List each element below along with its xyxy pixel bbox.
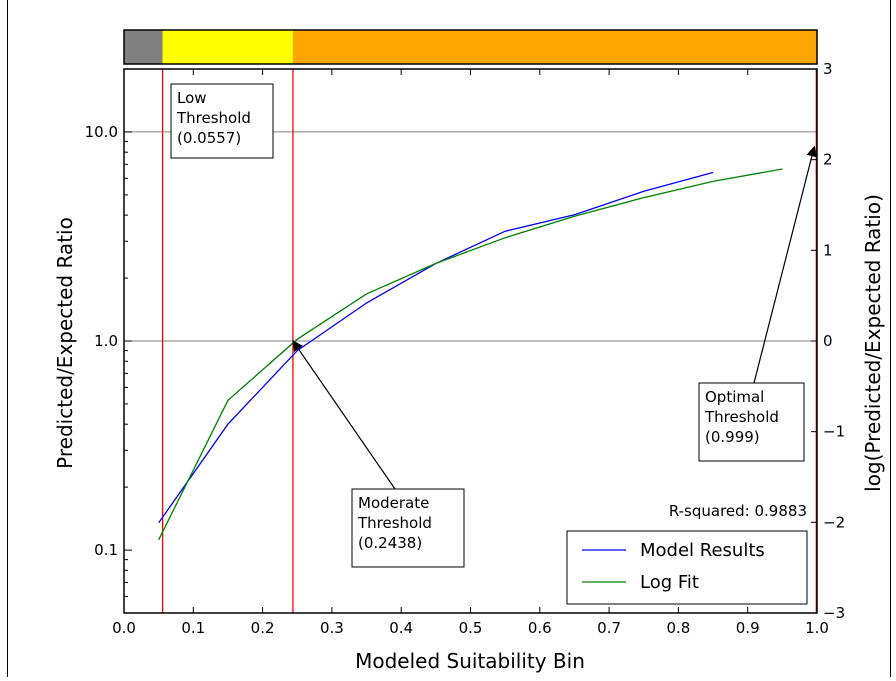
annotation-text-moderate: Moderate bbox=[358, 494, 429, 512]
x-tick-label: 0.0 bbox=[112, 619, 136, 637]
x-tick-label: 0.7 bbox=[597, 619, 621, 637]
legend-label-log-fit: Log Fit bbox=[640, 572, 699, 593]
color-bar-segment-0 bbox=[124, 30, 163, 64]
annotation-arrow-moderate bbox=[292, 340, 396, 490]
r-squared-label: R-squared: 0.9883 bbox=[669, 502, 807, 520]
color-bar-border bbox=[123, 29, 818, 65]
legend-box bbox=[566, 530, 808, 605]
annotation-box-low bbox=[170, 83, 274, 159]
annotation-box-moderate bbox=[351, 488, 465, 568]
annotation-text-low: Low bbox=[177, 89, 207, 107]
series-line-model-results bbox=[158, 171, 714, 524]
y-axis-ticks: 0.1 1.0 10.0 bbox=[85, 68, 132, 614]
legend-label-model-results: Model Results bbox=[640, 540, 765, 561]
x-tick-label: 0.9 bbox=[736, 619, 760, 637]
y2-tick-label: −3 bbox=[823, 604, 845, 622]
legend: Model Results Log Fit bbox=[566, 530, 808, 605]
threshold-annotations: Low Threshold (0.0557) Moderate Threshold (0.… bbox=[170, 83, 818, 568]
series-lines bbox=[158, 168, 783, 541]
annotation-text-moderate: (0.2438) bbox=[358, 534, 422, 552]
annotation-text-low: Threshold bbox=[176, 109, 251, 127]
annotation-arrow-optimal bbox=[753, 145, 818, 384]
x-tick-label: 0.2 bbox=[251, 619, 275, 637]
annotation-text-optimal: Threshold bbox=[704, 408, 779, 426]
y2-tick-label: 2 bbox=[823, 151, 833, 169]
x-tick-label: 0.8 bbox=[666, 619, 690, 637]
y-tick-label: 1.0 bbox=[94, 332, 118, 350]
annotation-text-optimal: (0.999) bbox=[705, 428, 760, 446]
grid-lines bbox=[124, 131, 817, 342]
y2-axis-label: log(Predicted/Expected Ratio) bbox=[861, 194, 885, 492]
x-tick-label: 1.0 bbox=[805, 619, 829, 637]
x-tick-label: 0.6 bbox=[528, 619, 552, 637]
color-bar-segment-1 bbox=[162, 30, 293, 64]
annotation-text-moderate: Threshold bbox=[357, 514, 432, 532]
series-line-log-fit bbox=[158, 168, 783, 541]
y2-tick-label: −2 bbox=[823, 513, 845, 531]
x-tick-label: 0.3 bbox=[320, 619, 344, 637]
x-axis-ticks: 0.0 0.1 0.2 0.3 0.4 0.5 0.6 0.7 0.8 0.9 1.0 bbox=[112, 69, 829, 637]
x-tick-label: 0.5 bbox=[459, 619, 483, 637]
y-tick-label: 10.0 bbox=[85, 123, 118, 141]
annotation-box-optimal bbox=[698, 382, 805, 462]
y2-tick-label: 0 bbox=[823, 332, 833, 350]
y2-tick-label: 3 bbox=[823, 60, 833, 78]
y2-axis-ticks: −3 −2 −1 0 1 2 3 bbox=[811, 60, 845, 622]
y2-tick-label: −1 bbox=[823, 423, 845, 441]
x-tick-label: 0.1 bbox=[181, 619, 205, 637]
y-axis-label: Predicted/Expected Ratio bbox=[53, 217, 77, 469]
suitability-color-bar bbox=[123, 29, 818, 65]
annotation-text-optimal: Optimal bbox=[705, 388, 764, 406]
x-tick-label: 0.4 bbox=[389, 619, 413, 637]
x-axis-label: Modeled Suitability Bin bbox=[355, 649, 585, 673]
color-bar-segment-2 bbox=[292, 30, 818, 64]
y2-tick-label: 1 bbox=[823, 241, 833, 259]
annotation-text-low: (0.0557) bbox=[177, 129, 241, 147]
y-tick-label: 0.1 bbox=[94, 541, 118, 559]
